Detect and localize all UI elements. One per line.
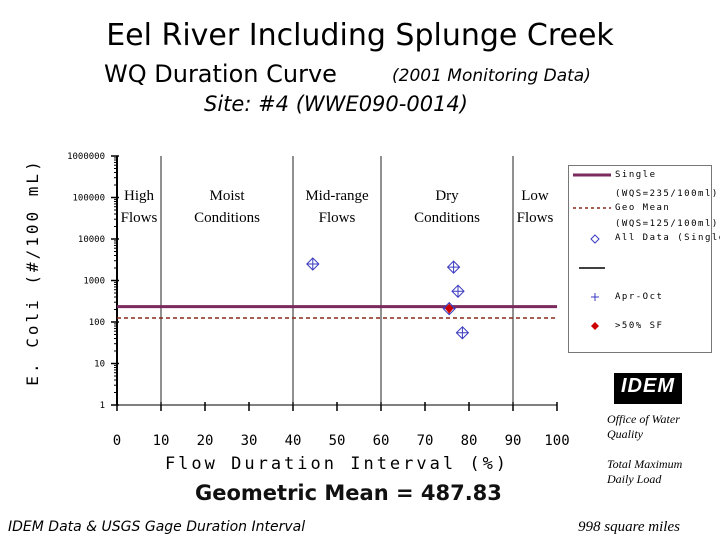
legend-all-label: All Data (Single) bbox=[615, 233, 720, 243]
zone-label: Conditions bbox=[414, 210, 480, 226]
y-tick-label: 100000 bbox=[72, 194, 105, 204]
legend-single-label: Single bbox=[615, 170, 657, 180]
data-source: IDEM Data & USGS Gage Duration Interval bbox=[8, 519, 306, 535]
data-point-red bbox=[445, 303, 454, 314]
x-tick-label: 50 bbox=[329, 433, 346, 449]
y-tick-label: 10000 bbox=[78, 235, 105, 245]
x-tick-label: 10 bbox=[153, 433, 170, 449]
office-line-1: Office of Water bbox=[607, 412, 680, 426]
y-tick-label: 1000000 bbox=[67, 152, 105, 162]
y-axis-title: E. Coli (#/100 mL) bbox=[23, 158, 42, 385]
legend-geo-label: Geo Mean bbox=[615, 203, 671, 213]
legend: Single (WQS=235/100ml) Geo Mean (WQS=125… bbox=[568, 165, 720, 353]
data-point-plus bbox=[452, 285, 464, 298]
x-tick-label: 40 bbox=[285, 433, 302, 449]
x-tick-label: 0 bbox=[113, 433, 121, 449]
zone-label: High bbox=[124, 188, 155, 204]
data-point-plus bbox=[456, 326, 469, 339]
data-point-diamond bbox=[442, 301, 456, 316]
zone-label: Mid-range bbox=[305, 188, 369, 204]
zone-label: Conditions bbox=[194, 210, 260, 226]
legend-aprocto-label: Apr-Oct bbox=[615, 292, 664, 302]
idem-logo: IDEM bbox=[614, 373, 682, 401]
data-point-plus bbox=[447, 261, 460, 274]
zone-label: Dry bbox=[435, 188, 459, 204]
data-point-plus bbox=[306, 257, 319, 270]
y-tick-label: 10 bbox=[94, 360, 105, 370]
geometric-mean: Geometric Mean = 487.83 bbox=[195, 481, 502, 505]
x-tick-label: 80 bbox=[461, 433, 478, 449]
tmdl-note: Total Maximum Daily Load bbox=[607, 457, 682, 487]
legend-swatches bbox=[573, 173, 611, 330]
chart-site: Site: #4 (WWE090-0014) bbox=[204, 92, 468, 116]
y-tick-label: 1 bbox=[100, 401, 105, 411]
x-tick-label: 60 bbox=[373, 433, 390, 449]
tmdl-line-1: Total Maximum bbox=[607, 457, 683, 471]
data-point-diamond bbox=[446, 260, 461, 274]
watershed-area: 998 square miles bbox=[578, 519, 680, 535]
x-tick-label: 90 bbox=[505, 433, 522, 449]
x-tick-label: 100 bbox=[544, 433, 569, 449]
legend-over50-label: >50% SF bbox=[615, 321, 664, 331]
zone-label: Flows bbox=[319, 210, 356, 226]
chart-subtitle: WQ Duration Curve bbox=[104, 60, 337, 88]
zone-label: Moist bbox=[209, 188, 245, 204]
data-point-diamond bbox=[451, 284, 465, 298]
legend-reddiamond-swatch bbox=[591, 322, 599, 330]
tmdl-line-2: Daily Load bbox=[607, 472, 662, 486]
legend-single-sub: (WQS=235/100ml) bbox=[615, 189, 719, 199]
office-line-2: Quality bbox=[607, 427, 643, 441]
chart-title: Eel River Including Splunge Creek bbox=[106, 18, 614, 53]
office-note: Office of Water Quality bbox=[607, 412, 680, 442]
x-tick-label: 70 bbox=[417, 433, 434, 449]
x-axis-title: Flow Duration Interval (%) bbox=[165, 454, 509, 474]
x-tick-label: 30 bbox=[241, 433, 258, 449]
zone-label: Low bbox=[521, 188, 549, 204]
legend-plus-swatch bbox=[591, 293, 599, 301]
data-point-diamond bbox=[306, 257, 320, 271]
data-point-diamond bbox=[455, 326, 470, 340]
zone-label: Flows bbox=[121, 210, 158, 226]
chart-subtitle-note: (2001 Monitoring Data) bbox=[392, 66, 591, 86]
y-tick-label: 1000 bbox=[83, 277, 105, 287]
zone-label: Flows bbox=[517, 210, 554, 226]
legend-diamond-swatch bbox=[590, 234, 600, 244]
x-tick-label: 20 bbox=[197, 433, 214, 449]
idem-logo-bar bbox=[614, 401, 682, 404]
y-tick-label: 100 bbox=[89, 318, 105, 328]
legend-geo-sub: (WQS=125/100ml) bbox=[615, 219, 719, 229]
